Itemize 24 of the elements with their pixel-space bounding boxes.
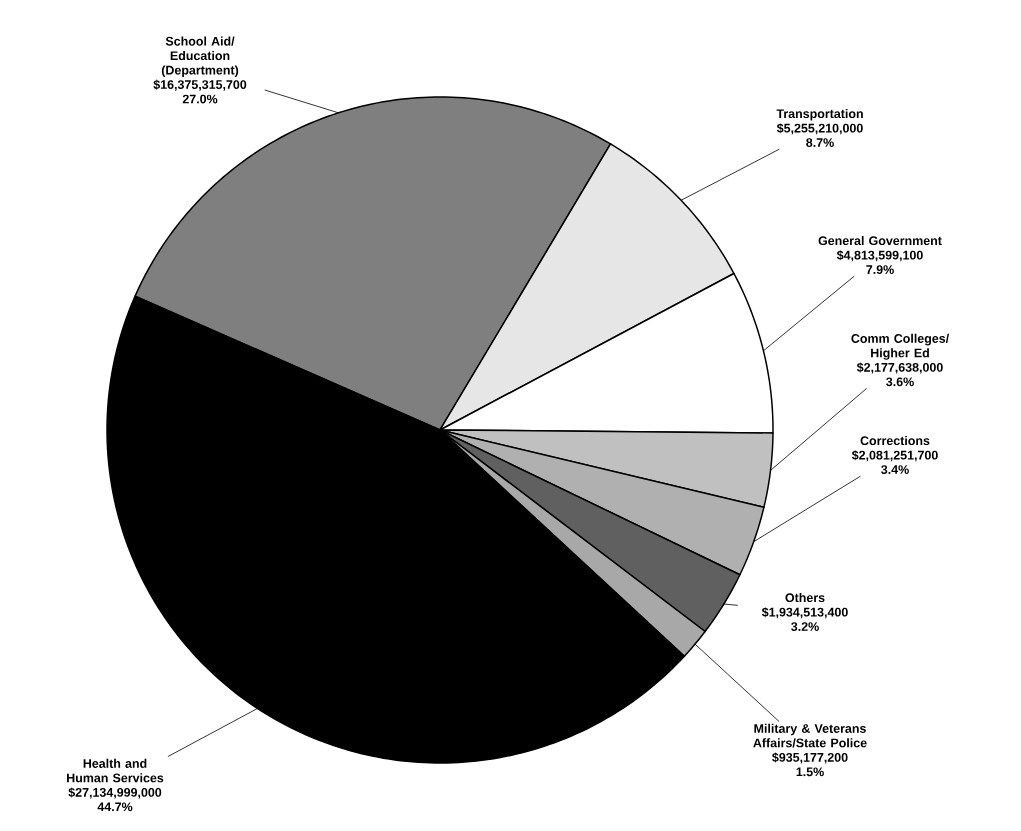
text: 3.6% <box>886 377 914 387</box>
slice-label: General Government <box>818 235 942 246</box>
data-label: $27,134,999,000 <box>68 787 162 799</box>
text: 3.4% <box>881 465 909 475</box>
text: 1.5% <box>796 767 824 777</box>
data-label: $16,375,315,700 <box>153 79 247 91</box>
slice-label: School Aid/ Education (Department) <box>161 36 239 78</box>
slice-label: Transportation <box>776 108 863 121</box>
text: 3.2% <box>791 622 819 632</box>
slice-label: Comm Colleges/ Higher Ed <box>851 333 950 360</box>
data-label: $4,813,599,100 <box>836 250 923 262</box>
slice-label: Others <box>785 592 825 603</box>
text: 44.7% <box>97 802 133 812</box>
data-label: $2,177,638,000 <box>856 362 943 374</box>
slice-label: Military & Veterans Affairs/State Police <box>753 723 867 748</box>
data-label: $935,177,200 <box>772 752 848 764</box>
data-label: $5,255,210,000 <box>776 123 863 135</box>
slice-label: Health and Human Services <box>67 758 164 783</box>
text: 7.9% <box>866 265 894 274</box>
data-label: $1,934,513,400 <box>761 607 848 619</box>
text: 8.7% <box>806 138 834 147</box>
data-label: $2,081,251,700 <box>851 450 938 462</box>
slice-label: Corrections <box>860 435 930 446</box>
text: 27.0% <box>182 94 218 104</box>
